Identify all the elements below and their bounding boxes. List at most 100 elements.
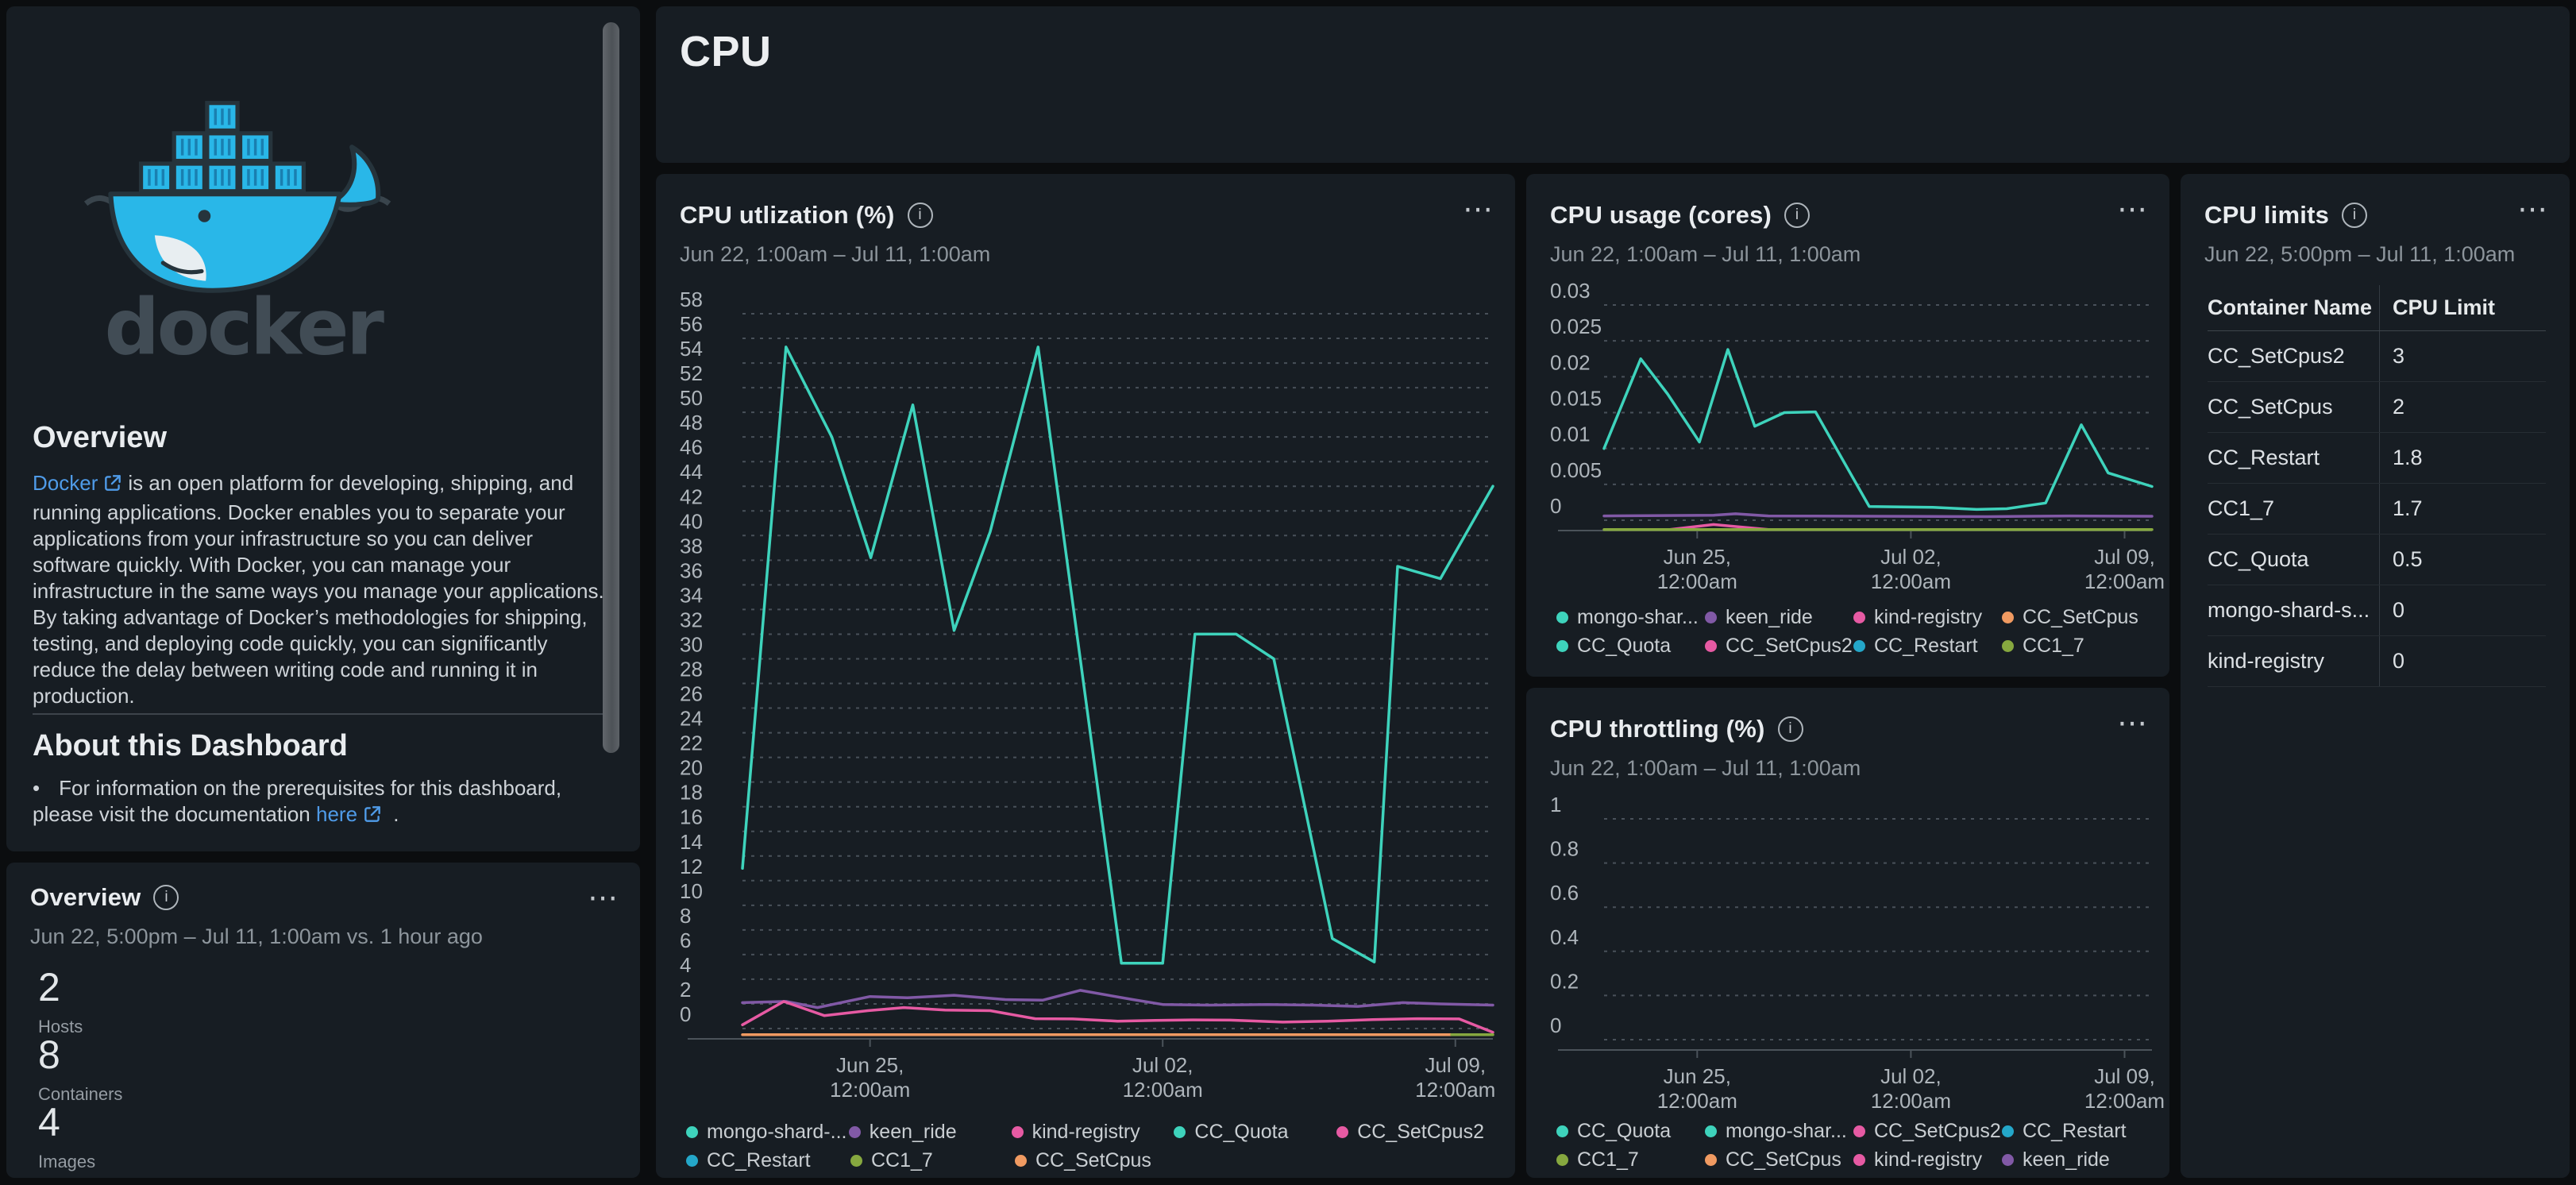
legend-label: mongo-shar... <box>1726 1120 1847 1142</box>
legend-item-CC_SetCpus2[interactable]: CC_SetCpus2 <box>1853 1120 2002 1143</box>
series-line-kind-registry[interactable] <box>741 1000 1494 1034</box>
panel-timerange: Jun 22, 5:00pm – Jul 11, 1:00am <box>2204 242 2516 266</box>
legend-item-kind-registry[interactable]: kind-registry <box>1853 606 2002 629</box>
y-tick-label: 0.4 <box>1550 925 1579 949</box>
bullet-text: For information on the prerequisites for… <box>33 776 562 826</box>
cell-container-name: CC_Restart <box>2208 446 2320 469</box>
series-line-mongo-shard-...[interactable] <box>741 345 1494 965</box>
series-color-dot <box>1853 1125 1865 1137</box>
panel-timerange: Jun 22, 1:00am – Jul 11, 1:00am <box>1550 242 1861 266</box>
y-tick-label: 6 <box>680 928 691 952</box>
kebab-menu-icon[interactable]: ⋯ <box>2517 193 2549 226</box>
legend-label: CC_Restart <box>1874 635 1978 657</box>
panel-title: CPU throttling (%) <box>1550 715 1765 743</box>
legend-item-CC_Restart[interactable]: CC_Restart <box>2002 1120 2150 1143</box>
series-line-kind-registry[interactable] <box>1668 523 1770 531</box>
y-tick-label: 4 <box>680 953 691 977</box>
y-tick-label: 0.025 <box>1550 315 1602 338</box>
series-line-keen_ride[interactable] <box>741 989 1494 1009</box>
legend-item-mongo-shar...[interactable]: mongo-shar... <box>1556 606 1705 629</box>
y-tick-label: 22 <box>680 731 703 755</box>
cpu-throttling-panel: 0 0.2 0.4 0.6 0.8 1 Jun 25, 12:00am Jul 02, 12:00… <box>1526 688 2169 1178</box>
table-row-CC_Restart[interactable]: CC_Restart 1.8 <box>2208 433 2546 484</box>
cpu-throttling-chart[interactable]: 0 0.2 0.4 0.6 0.8 1 Jun 25, 12:00am Jul 02, 12:00… <box>1526 688 2169 1178</box>
cpu-usage-chart[interactable]: 0 0.005 0.01 0.015 0.02 0.025 0.03 Jun 25, 12:00… <box>1526 174 2169 677</box>
table-row-CC1_7[interactable]: CC1_7 1.7 <box>2208 484 2546 535</box>
legend-item-CC1_7[interactable]: CC1_7 <box>2002 635 2150 658</box>
stat-value: 4 <box>38 1100 60 1144</box>
y-tick-label: 0.6 <box>1550 881 1579 905</box>
table-row-mongo-shard-s...[interactable]: mongo-shard-s... 0 <box>2208 585 2546 636</box>
y-tick-label: 32 <box>680 608 703 631</box>
legend-item-kind-registry[interactable]: kind-registry <box>1011 1121 1174 1144</box>
legend-item-kind-registry[interactable]: kind-registry <box>1853 1148 2002 1171</box>
sidebar-overview-heading: Overview <box>33 421 167 454</box>
y-tick-label: 20 <box>680 756 703 780</box>
series-color-dot <box>1705 612 1717 623</box>
series-color-dot <box>1705 1154 1717 1166</box>
y-tick-label: 58 <box>680 288 703 311</box>
y-tick-label: 44 <box>680 460 703 484</box>
x-tick-label: Jul 02, 12:00am <box>1123 1053 1203 1102</box>
legend-item-CC_SetCpus2[interactable]: CC_SetCpus2 <box>1705 635 1853 658</box>
x-tick-label: Jun 25, 12:00am <box>1657 545 1737 593</box>
legend-label: CC_SetCpus2 <box>1357 1121 1484 1143</box>
legend-label: CC_SetCpus2 <box>1726 635 1853 657</box>
y-tick-label: 24 <box>680 707 703 731</box>
legend-item-CC_Quota[interactable]: CC_Quota <box>1556 635 1705 658</box>
external-link-icon <box>362 804 383 831</box>
series-color-dot <box>2002 1125 2014 1137</box>
legend-item-CC1_7[interactable]: CC1_7 <box>1556 1148 1705 1171</box>
series-line-keen_ride[interactable] <box>1602 512 2154 519</box>
table-row-CC_Quota[interactable]: CC_Quota 0.5 <box>2208 535 2546 585</box>
y-tick-label: 54 <box>680 337 703 361</box>
table-row-kind-registry[interactable]: kind-registry 0 <box>2208 636 2546 687</box>
legend-item-keen_ride[interactable]: keen_ride <box>2002 1148 2150 1171</box>
legend-item-CC_SetCpus2[interactable]: CC_SetCpus2 <box>1336 1121 1499 1144</box>
cpu-utilization-chart[interactable]: 0246810121416182022242628303234363840424… <box>656 174 1515 1178</box>
legend-item-mongo-shar...[interactable]: mongo-shar... <box>1705 1120 1853 1143</box>
kebab-menu-icon[interactable]: ⋯ <box>2117 707 2149 740</box>
y-tick-label: 0 <box>1550 1013 1561 1037</box>
table-row-CC_SetCpus[interactable]: CC_SetCpus 2 <box>2208 382 2546 433</box>
y-tick-label: 46 <box>680 435 703 459</box>
legend-item-CC_Restart[interactable]: CC_Restart <box>686 1149 850 1172</box>
series-color-dot <box>686 1155 698 1167</box>
stat-Containers: 8 Containers <box>38 1035 122 1105</box>
cell-container-name: kind-registry <box>2208 649 2325 673</box>
sidebar-scrollbar[interactable] <box>603 22 619 753</box>
legend-item-keen_ride[interactable]: keen_ride <box>848 1121 1012 1144</box>
kebab-menu-icon[interactable]: ⋯ <box>2117 193 2149 226</box>
y-tick-label: 0.01 <box>1550 423 1591 446</box>
legend-item-keen_ride[interactable]: keen_ride <box>1705 606 1853 629</box>
info-icon[interactable]: i <box>1784 203 1811 228</box>
info-icon[interactable]: i <box>1777 716 1803 742</box>
cell-cpu-limit: 0 <box>2379 636 2546 686</box>
legend-label: keen_ride <box>1726 606 1813 628</box>
legend-item-CC_SetCpus[interactable]: CC_SetCpus <box>2002 606 2150 629</box>
stat-value: 2 <box>38 965 60 1009</box>
info-icon[interactable]: i <box>153 885 179 910</box>
series-line-mongo-shar...[interactable] <box>1602 348 2154 511</box>
stat-Hosts: 2 Hosts <box>38 967 83 1037</box>
legend-item-CC_Quota[interactable]: CC_Quota <box>1556 1120 1705 1143</box>
legend-item-CC_SetCpus[interactable]: CC_SetCpus <box>1705 1148 1853 1171</box>
table-header-row: Container Name CPU Limit <box>2208 285 2546 331</box>
docs-here-link[interactable]: here <box>316 802 358 826</box>
legend-item-CC_SetCpus[interactable]: CC_SetCpus <box>1015 1149 1179 1172</box>
legend-item-CC1_7[interactable]: CC1_7 <box>850 1149 1015 1172</box>
legend-item-CC_Restart[interactable]: CC_Restart <box>1853 635 2002 658</box>
legend-item-CC_Quota[interactable]: CC_Quota <box>1174 1121 1336 1144</box>
info-icon[interactable]: i <box>2342 203 2368 228</box>
legend-label: CC1_7 <box>2023 635 2084 657</box>
table-row-CC_SetCpus2[interactable]: CC_SetCpus2 3 <box>2208 331 2546 382</box>
kebab-menu-icon[interactable]: ⋯ <box>1463 193 1494 226</box>
info-icon[interactable]: i <box>907 203 933 228</box>
docker-link[interactable]: Docker <box>33 471 98 495</box>
legend-item-mongo-shard-...[interactable]: mongo-shard-... <box>686 1121 849 1144</box>
cell-container-name: mongo-shard-s... <box>2208 598 2370 622</box>
kebab-menu-icon[interactable]: ⋯ <box>588 882 619 915</box>
panel-timerange: Jun 22, 1:00am – Jul 11, 1:00am <box>1550 756 1861 780</box>
overview-paragraph-text: is an open platform for developing, ship… <box>33 471 604 708</box>
x-tick-label: Jul 09, 12:00am <box>2084 545 2165 593</box>
